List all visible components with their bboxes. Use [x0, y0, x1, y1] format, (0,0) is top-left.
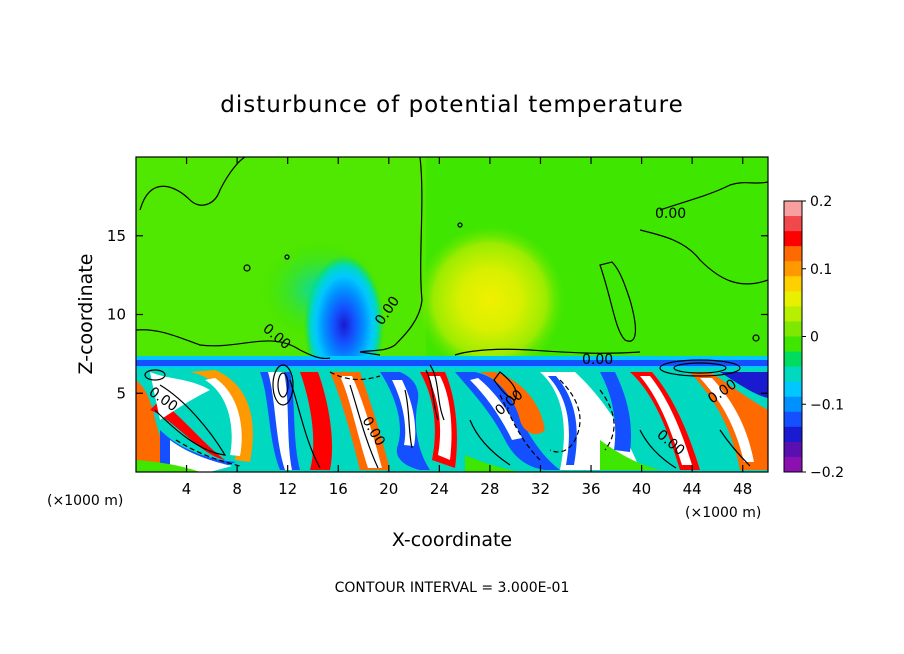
- x-tick-label: 16: [329, 480, 348, 498]
- warm-patch: [415, 225, 565, 375]
- colorbar-swatch: [784, 441, 802, 458]
- contour-interval-note: CONTOUR INTERVAL = 3.000E-01: [335, 580, 570, 596]
- x-tick-label: 28: [480, 480, 499, 498]
- y-unit-label: (×1000 m): [47, 493, 123, 509]
- x-tick-label: 4: [182, 480, 192, 498]
- y-tick-label: 5: [116, 384, 126, 402]
- colorbar-swatch: [784, 216, 802, 232]
- y-tick-label: 10: [107, 306, 126, 324]
- x-tick-label: 20: [379, 480, 398, 498]
- colorbar-tick-label: 0.1: [810, 262, 832, 278]
- y-axis: 5 10 15: [107, 227, 768, 402]
- y-tick-label: 15: [107, 227, 126, 245]
- contour-label: 0.00: [655, 206, 686, 222]
- x-axis: 4 8 12 16 20 24 28 32 36 40 44 48: [182, 157, 752, 498]
- y-axis-label: Z-coordinate: [75, 254, 97, 375]
- contour-label: 0.00: [582, 352, 613, 368]
- x-tick-label: 32: [531, 480, 550, 498]
- x-tick-label: 12: [278, 480, 297, 498]
- colorbar-tick-label: −0.2: [810, 465, 844, 481]
- colorbar-swatch: [784, 246, 802, 262]
- colorbar-swatch: [784, 396, 802, 413]
- colorbar-swatch: [784, 201, 802, 217]
- colorbar-swatch: [784, 336, 802, 353]
- x-tick-label: 48: [733, 480, 752, 498]
- contours: [136, 157, 768, 469]
- plot-area: 0.00 0.00 0.00 0.00 0.00 0.00 0.00 0.00 …: [136, 157, 768, 472]
- colorbar-swatch: [784, 231, 802, 247]
- colorbar-swatch: [784, 276, 802, 292]
- x-tick-label: 24: [430, 480, 449, 498]
- inversion-core: [136, 360, 768, 366]
- colorbar-tick-label: −0.1: [810, 397, 844, 413]
- colorbar-swatch: [784, 306, 802, 322]
- x-tick-label: 8: [232, 480, 242, 498]
- colorbar-tick-label: 0: [810, 330, 819, 346]
- colorbar-swatch: [784, 351, 802, 368]
- colorbar-swatch: [784, 261, 802, 277]
- colorbar-swatch: [784, 381, 802, 398]
- colorbar-swatch: [784, 426, 802, 443]
- colorbar-swatch: [784, 321, 802, 337]
- colorbar-swatch: [784, 456, 802, 473]
- colorbar-swatch: [784, 411, 802, 428]
- x-tick-label: 44: [683, 480, 702, 498]
- colorbar: 0.2 0.1 0 −0.1 −0.2: [783, 194, 844, 481]
- x-tick-label: 36: [581, 480, 600, 498]
- colorbar-swatch: [784, 291, 802, 307]
- x-axis-label: X-coordinate: [392, 529, 512, 551]
- x-tick-label: 40: [632, 480, 651, 498]
- chart-title: disturbunce of potential temperature: [220, 92, 684, 118]
- x-unit-label: (×1000 m): [685, 505, 761, 521]
- colorbar-tick-label: 0.2: [810, 194, 832, 210]
- turbulent-layer: [136, 368, 768, 472]
- colorbar-swatch: [784, 366, 802, 383]
